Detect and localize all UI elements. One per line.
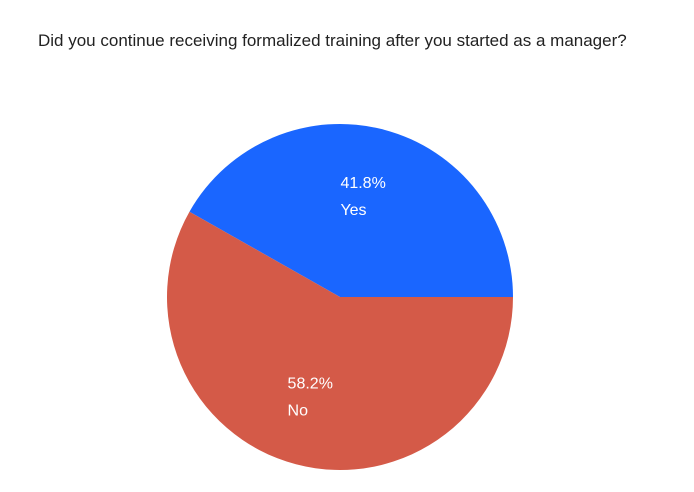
slice-category-label: Yes — [340, 202, 366, 219]
slice-value-label: 58.2% — [288, 376, 333, 393]
chart-title: Did you continue receiving formalized tr… — [38, 31, 627, 50]
slice-value-label: 41.8% — [340, 175, 385, 192]
pie-slice — [167, 211, 513, 471]
slice-category-label: No — [288, 403, 309, 420]
pie-slice — [189, 123, 514, 297]
